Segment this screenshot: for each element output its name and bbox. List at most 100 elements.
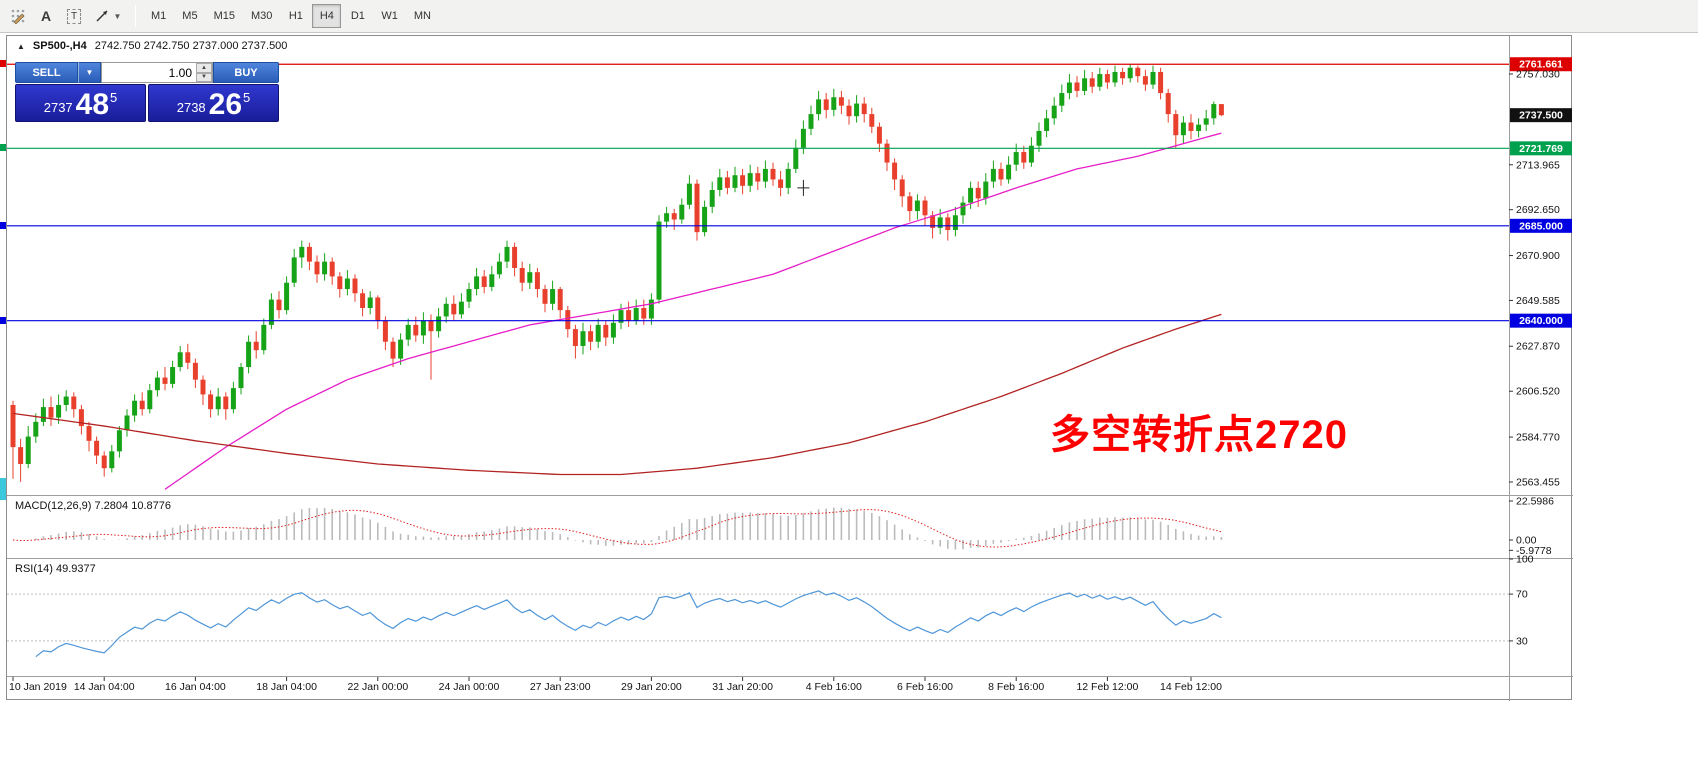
rsi-value: 49.9377 xyxy=(55,563,96,575)
svg-text:2563.455: 2563.455 xyxy=(1516,476,1560,488)
svg-text:2584.770: 2584.770 xyxy=(1516,432,1560,444)
timeframe-button-d1[interactable]: D1 xyxy=(343,4,372,28)
arrow-line-tool-icon[interactable]: ▼ xyxy=(88,3,128,29)
macd-histogram xyxy=(19,507,1223,550)
svg-text:6 Feb 16:00: 6 Feb 16:00 xyxy=(897,681,953,693)
ma-fast-line xyxy=(164,132,1222,490)
svg-text:2627.870: 2627.870 xyxy=(1516,341,1560,353)
dots-grid-pen-icon xyxy=(11,9,25,25)
sell-button[interactable]: SELL xyxy=(15,62,78,83)
price-badge xyxy=(1510,141,1572,156)
chart-annotation-text: 多空转折点2720 xyxy=(1050,413,1348,457)
ask-quote-button[interactable]: 2738 26 5 xyxy=(148,84,279,122)
timeframe-button-h4[interactable]: H4 xyxy=(312,4,342,28)
svg-text:2649.585: 2649.585 xyxy=(1516,295,1560,307)
bid-big-digits: 48 xyxy=(75,88,110,121)
text-label-tool-icon[interactable]: A xyxy=(32,3,60,29)
svg-text:31 Jan 20:00: 31 Jan 20:00 xyxy=(712,681,773,693)
hline-left-marker xyxy=(0,60,6,68)
svg-text:22 Jan 00:00: 22 Jan 00:00 xyxy=(347,681,408,693)
hline-left-marker xyxy=(0,316,6,324)
text-box-tool-icon[interactable]: T xyxy=(60,3,88,29)
svg-text:24 Jan 00:00: 24 Jan 00:00 xyxy=(439,681,500,693)
bid-pip-digit: 5 xyxy=(110,90,118,105)
bid-quote-button[interactable]: 2737 48 5 xyxy=(15,84,146,122)
timeframe-button-w1[interactable]: W1 xyxy=(374,4,405,28)
ma-slow-line xyxy=(12,313,1222,476)
price-badge xyxy=(1510,313,1572,328)
timeframe-button-m30[interactable]: M30 xyxy=(244,4,279,28)
timeframe-toolbar: M1 M5 M15 M30 H1 H4 D1 W1 MN xyxy=(143,4,439,28)
toolbar: A T ▼ M1 M5 M15 M30 H1 H4 D1 W1 MN xyxy=(0,0,1698,33)
svg-text:2685.000: 2685.000 xyxy=(1519,220,1563,232)
price-badge xyxy=(1510,108,1572,123)
chevron-down-icon: ▼ xyxy=(85,68,94,77)
svg-text:2757.030: 2757.030 xyxy=(1516,69,1560,81)
svg-text:14 Feb 12:00: 14 Feb 12:00 xyxy=(1160,681,1222,693)
price-badge xyxy=(1510,218,1572,233)
chevron-down-icon: ▼ xyxy=(113,11,122,21)
volume-spinner: ▲ ▼ xyxy=(196,63,212,82)
left-edge-marker xyxy=(0,478,6,500)
volume-up-button[interactable]: ▲ xyxy=(196,63,212,73)
buy-button[interactable]: BUY xyxy=(213,62,279,83)
grid-draw-icon[interactable] xyxy=(4,3,32,29)
svg-text:14 Jan 04:00: 14 Jan 04:00 xyxy=(74,681,135,693)
candlesticks xyxy=(10,64,1224,482)
svg-text:2640.000: 2640.000 xyxy=(1519,315,1563,327)
toolbar-separator xyxy=(135,5,136,27)
svg-text:27 Jan 23:00: 27 Jan 23:00 xyxy=(530,681,591,693)
macd-title: MACD(12,26,9) xyxy=(15,500,92,512)
symbol-label: SP500-,H4 xyxy=(32,40,87,52)
svg-text:2713.965: 2713.965 xyxy=(1516,159,1560,171)
svg-text:2761.661: 2761.661 xyxy=(1519,59,1563,71)
macd-indicator-label: MACD(12,26,9) 7.2804 10.8776 xyxy=(15,500,171,512)
svg-text:30: 30 xyxy=(1516,635,1528,647)
volume-down-button[interactable]: ▼ xyxy=(196,72,212,82)
chart-header: ▲ SP500-,H4 2742.750 2742.750 2737.000 2… xyxy=(17,40,287,52)
arrow-icon xyxy=(96,10,108,22)
chart-canvas[interactable]: 2761.661 2737.500 2721.769 2685.000 2640.000… xyxy=(7,36,1573,701)
hline-left-marker xyxy=(0,221,6,229)
timeframe-button-h1[interactable]: H1 xyxy=(281,4,310,28)
svg-text:-5.9778: -5.9778 xyxy=(1516,545,1552,557)
svg-text:8 Feb 16:00: 8 Feb 16:00 xyxy=(988,681,1044,693)
svg-text:10 Jan 2019: 10 Jan 2019 xyxy=(9,681,67,693)
volume-dropdown-button[interactable]: ▼ xyxy=(78,62,101,83)
svg-text:12 Feb 12:00: 12 Feb 12:00 xyxy=(1076,681,1138,693)
volume-input[interactable] xyxy=(102,63,196,82)
rsi-indicator-label: RSI(14) 49.9377 xyxy=(15,563,96,575)
timeframe-button-m5[interactable]: M5 xyxy=(175,4,204,28)
bid-prefix: 2737 xyxy=(43,100,73,115)
ask-big-digits: 26 xyxy=(208,88,243,121)
timeframe-button-m1[interactable]: M1 xyxy=(144,4,173,28)
svg-text:16 Jan 04:00: 16 Jan 04:00 xyxy=(165,681,226,693)
hline-left-marker xyxy=(0,144,6,152)
rsi-title: RSI(14) xyxy=(15,563,53,575)
svg-text:2737.500: 2737.500 xyxy=(1519,110,1563,122)
svg-text:4 Feb 16:00: 4 Feb 16:00 xyxy=(806,681,862,693)
macd-signal-line xyxy=(12,509,1222,548)
svg-text:22.5986: 22.5986 xyxy=(1516,496,1554,508)
svg-text:70: 70 xyxy=(1516,589,1528,601)
svg-text:18 Jan 04:00: 18 Jan 04:00 xyxy=(256,681,317,693)
ohlc-values: 2742.750 2742.750 2737.000 2737.500 xyxy=(94,40,288,52)
rsi-line xyxy=(35,590,1222,658)
svg-text:2606.520: 2606.520 xyxy=(1516,386,1560,398)
boxed-t-icon: T xyxy=(66,8,82,24)
svg-text:29 Jan 20:00: 29 Jan 20:00 xyxy=(621,681,682,693)
macd-signal-value: 10.8776 xyxy=(131,500,171,512)
svg-text:2670.900: 2670.900 xyxy=(1516,250,1560,262)
timeframe-button-mn[interactable]: MN xyxy=(407,4,438,28)
chart-window: 2761.661 2737.500 2721.769 2685.000 2640.000… xyxy=(6,35,1573,701)
svg-text:0.00: 0.00 xyxy=(1516,535,1537,547)
svg-text:2721.769: 2721.769 xyxy=(1519,143,1563,155)
one-click-trading-panel: SELL ▼ ▲ ▼ BUY 2737 48 5 xyxy=(15,62,279,122)
svg-text:100: 100 xyxy=(1516,554,1534,566)
timeframe-button-m15[interactable]: M15 xyxy=(207,4,242,28)
svg-text:2692.650: 2692.650 xyxy=(1516,204,1560,216)
macd-value: 7.2804 xyxy=(94,500,129,512)
volume-box: ▲ ▼ xyxy=(101,62,213,83)
collapse-arrow-icon[interactable]: ▲ xyxy=(17,41,25,51)
